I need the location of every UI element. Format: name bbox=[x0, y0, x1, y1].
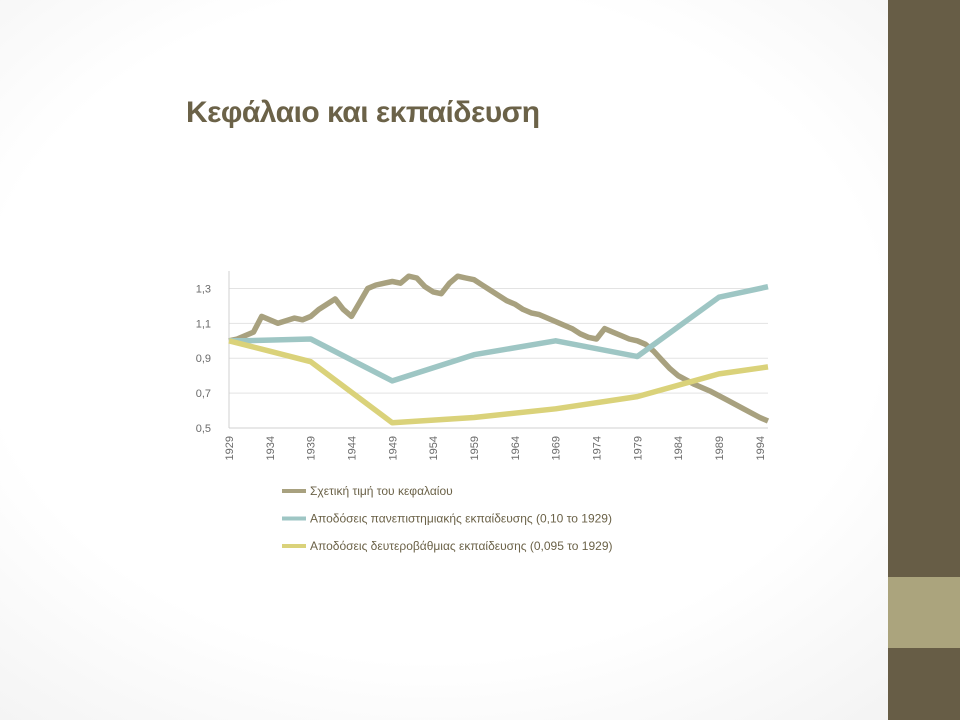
legend-label-1: Σχετική τιμή του κεφαλαίου bbox=[310, 484, 453, 498]
legend-label-3: Αποδόσεις δευτεροβάθμιας εκπαίδευσης (0,… bbox=[310, 539, 613, 553]
grid-lines bbox=[229, 287, 768, 429]
x-tick-label: 1964 bbox=[510, 436, 522, 460]
x-tick-label: 1969 bbox=[551, 436, 563, 460]
x-tick-label: 1994 bbox=[755, 436, 767, 460]
x-tick-label: 1934 bbox=[265, 436, 277, 460]
y-tick-label: 1,1 bbox=[196, 318, 211, 330]
x-tick-label: 1939 bbox=[306, 436, 318, 460]
x-tick-label: 1979 bbox=[632, 436, 644, 460]
line-chart: 0,5 0,7 0,9 1,1 1,3 1929 1934 1939 1944 1949 1954 1… bbox=[196, 271, 770, 553]
y-tick-label: 0,9 bbox=[196, 353, 211, 365]
y-tick-label: 0,7 bbox=[196, 388, 211, 400]
series-line-2 bbox=[229, 284, 769, 384]
y-tick-label: 0,5 bbox=[196, 423, 211, 435]
x-tick-label: 1974 bbox=[592, 436, 604, 460]
x-tick-label: 1929 bbox=[224, 436, 236, 460]
legend-label-2: Αποδόσεις πανεπιστημιακής εκπαίδευσης (0… bbox=[310, 512, 612, 526]
x-tick-label: 1954 bbox=[428, 436, 440, 460]
x-tick-label: 1984 bbox=[673, 436, 685, 460]
x-tick-label: 1944 bbox=[347, 436, 359, 460]
series-lines bbox=[228, 273, 770, 426]
x-tick-label: 1959 bbox=[469, 436, 481, 460]
x-tick-label: 1989 bbox=[714, 436, 726, 460]
series-line-3 bbox=[228, 338, 769, 426]
axes: 0,5 0,7 0,9 1,1 1,3 1929 1934 1939 1944 1949 1954 1… bbox=[196, 271, 768, 460]
legend: Σχετική τιμή του κεφαλαίου Αποδόσεις πανε… bbox=[282, 484, 613, 553]
x-tick-label: 1949 bbox=[387, 436, 399, 460]
y-tick-label: 1,3 bbox=[196, 283, 211, 295]
slide-title: Κεφάλαιο και εκπαίδευση bbox=[186, 96, 540, 129]
side-accent-block bbox=[888, 577, 960, 648]
